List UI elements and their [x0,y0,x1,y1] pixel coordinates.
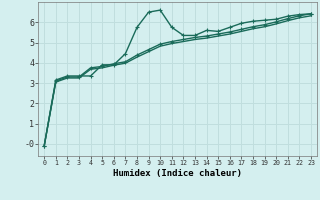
X-axis label: Humidex (Indice chaleur): Humidex (Indice chaleur) [113,169,242,178]
